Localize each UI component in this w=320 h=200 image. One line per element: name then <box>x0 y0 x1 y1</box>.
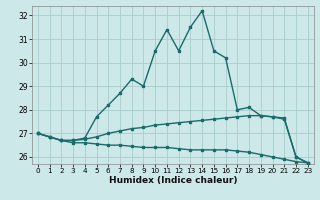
X-axis label: Humidex (Indice chaleur): Humidex (Indice chaleur) <box>108 176 237 185</box>
